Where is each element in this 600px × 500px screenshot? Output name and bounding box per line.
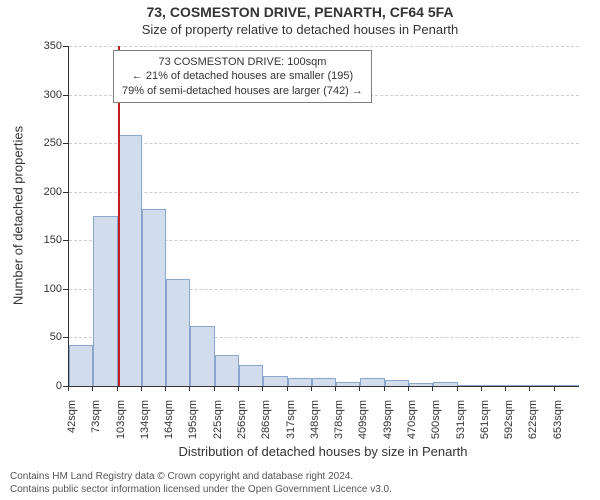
chart-subtitle: Size of property relative to detached ho… <box>0 20 600 37</box>
xtick-mark <box>529 386 530 391</box>
histogram-bar <box>555 385 579 386</box>
histogram-bar <box>239 365 263 386</box>
annotation-line-3: 79% of semi-detached houses are larger (… <box>122 84 363 98</box>
histogram-bar <box>263 376 287 386</box>
xtick-mark <box>359 386 360 391</box>
gridline-h <box>69 192 579 193</box>
attribution-footer: Contains HM Land Registry data © Crown c… <box>10 471 392 496</box>
xtick-mark <box>117 386 118 391</box>
xtick-mark <box>287 386 288 391</box>
histogram-bar <box>409 383 433 386</box>
xtick-mark <box>311 386 312 391</box>
ytick-label: 200 <box>22 186 62 198</box>
ytick-label: 300 <box>22 89 62 101</box>
y-axis-label: Number of detached properties <box>11 46 26 386</box>
xtick-mark <box>92 386 93 391</box>
annotation-line-1: 73 COSMESTON DRIVE: 100sqm <box>122 55 363 69</box>
xtick-mark <box>262 386 263 391</box>
histogram-bar <box>93 216 117 386</box>
xtick-mark <box>141 386 142 391</box>
footer-line-1: Contains HM Land Registry data © Crown c… <box>10 471 392 484</box>
xtick-mark <box>432 386 433 391</box>
xtick-mark <box>505 386 506 391</box>
chart-title: 73, COSMESTON DRIVE, PENARTH, CF64 5FA <box>0 0 600 20</box>
ytick-label: 100 <box>22 283 62 295</box>
histogram-bar <box>336 382 360 386</box>
histogram-bar <box>118 135 142 386</box>
xtick-mark <box>554 386 555 391</box>
xtick-mark <box>408 386 409 391</box>
xtick-mark <box>68 386 69 391</box>
xtick-mark <box>481 386 482 391</box>
histogram-bar <box>458 385 482 386</box>
ytick-label: 150 <box>22 234 62 246</box>
ytick-label: 250 <box>22 137 62 149</box>
chart-container: 73, COSMESTON DRIVE, PENARTH, CF64 5FA S… <box>0 0 600 500</box>
xtick-mark <box>238 386 239 391</box>
histogram-bar <box>166 279 190 386</box>
xtick-mark <box>335 386 336 391</box>
histogram-bar <box>385 380 409 386</box>
annotation-box: 73 COSMESTON DRIVE: 100sqm ← 21% of deta… <box>113 50 372 103</box>
xtick-mark <box>189 386 190 391</box>
gridline-h <box>69 46 579 47</box>
histogram-bar <box>69 345 93 386</box>
histogram-bar <box>482 385 506 386</box>
x-axis-label: Distribution of detached houses by size … <box>68 444 578 459</box>
annotation-line-2: ← 21% of detached houses are smaller (19… <box>122 69 363 83</box>
histogram-bar <box>506 385 530 386</box>
histogram-bar <box>288 378 312 386</box>
histogram-bar <box>312 378 336 386</box>
ytick-label: 350 <box>22 40 62 52</box>
xtick-mark <box>165 386 166 391</box>
footer-line-2: Contains public sector information licen… <box>10 484 392 497</box>
gridline-h <box>69 143 579 144</box>
xtick-mark <box>384 386 385 391</box>
plot-area: 73 COSMESTON DRIVE: 100sqm ← 21% of deta… <box>68 46 579 387</box>
histogram-bar <box>360 378 384 386</box>
xtick-mark <box>457 386 458 391</box>
histogram-bar <box>190 326 214 386</box>
histogram-bar <box>142 209 166 386</box>
ytick-label: 0 <box>22 380 62 392</box>
histogram-bar <box>530 385 554 386</box>
histogram-bar <box>215 355 239 386</box>
ytick-label: 50 <box>22 331 62 343</box>
histogram-bar <box>433 382 457 386</box>
xtick-mark <box>214 386 215 391</box>
